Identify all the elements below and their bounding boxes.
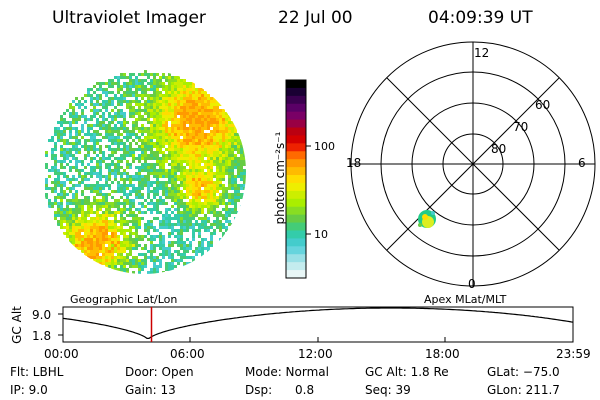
time-label: 04:09:39 UT [428,8,533,28]
colorbar-cell [286,119,306,129]
colorbar-unit-label: photon cm⁻²s⁻¹ [273,131,287,225]
glon-info: GLon: 211.7 [487,383,560,397]
colorbar-cell [286,270,306,279]
colorbar-cell [286,87,306,97]
dsp-info: Dsp: 0.8 [245,383,315,397]
colorbar-cell [286,246,306,255]
colorbar-cell [286,167,306,176]
time-tick-0000: 00:00 [44,347,79,361]
time-tick-2359: 23:59 [556,347,591,361]
colorbar-cell [286,222,306,232]
altitude-ytick-low: 1.8 [32,329,52,343]
colorbar-cell [286,151,306,160]
altitude-curve [62,307,574,339]
colorbar-cell [286,175,306,184]
filter-info: Flt: LBHL [10,365,64,379]
colorbar-cell [286,190,306,200]
colorbar-cell [286,159,306,168]
colorbar-tick-10: 10 [314,228,328,241]
mlat-label-70: 70 [513,120,529,134]
gain-info: Gain: 13 [125,383,176,397]
colorbar-cell [286,214,306,224]
seq-info: Seq: 39 [365,383,411,397]
time-tick-0600: 06:00 [170,347,205,361]
colorbar-cell [286,103,306,113]
colorbar-cell [286,254,306,263]
polar-plot [350,41,596,287]
colorbar-cell [286,262,306,271]
mode-info: Mode: Normal [245,365,329,379]
polar-aurora-spot [418,210,436,228]
altitude-ytick-high: 9.0 [32,308,52,322]
glat-info: GLat: −75.0 [487,365,560,379]
altitude-plot-frame [58,306,574,343]
ip-info: IP: 9.0 [10,383,48,397]
colorbar-cell [286,238,306,247]
geographic-image [45,70,246,274]
colorbar-tick-100: 100 [314,140,335,153]
mlt-label-0: 0 [468,277,476,291]
mlt-label-18: 18 [346,156,362,170]
mlat-label-60: 60 [535,98,551,112]
colorbar-cell [286,198,306,208]
altitude-ylabel: GC Alt [10,306,24,344]
time-tick-1800: 18:00 [425,347,460,361]
door-info: Door: Open [125,365,194,379]
colorbar-cell [286,80,306,89]
gc-alt-info: GC Alt: 1.8 Re [365,365,449,379]
instrument-title: Ultraviolet Imager [52,8,206,28]
mlt-label-12: 12 [474,46,490,60]
colorbar-cell [286,206,306,216]
colorbar-cell [286,182,306,192]
colorbar-cell [286,111,306,121]
colorbar-cell [286,143,306,152]
colorbar [285,79,311,279]
geographic-projection-label: Geographic Lat/Lon [70,293,178,306]
colorbar-cell [286,127,306,137]
mlt-label-6: 6 [578,156,586,170]
date-label: 22 Jul 00 [278,8,353,28]
colorbar-cell [286,135,306,144]
colorbar-cell [286,95,306,105]
colorbar-cell [286,230,306,239]
mlat-label-80: 80 [491,142,507,156]
time-tick-1200: 12:00 [298,347,333,361]
apex-projection-label: Apex MLat/MLT [424,293,507,306]
